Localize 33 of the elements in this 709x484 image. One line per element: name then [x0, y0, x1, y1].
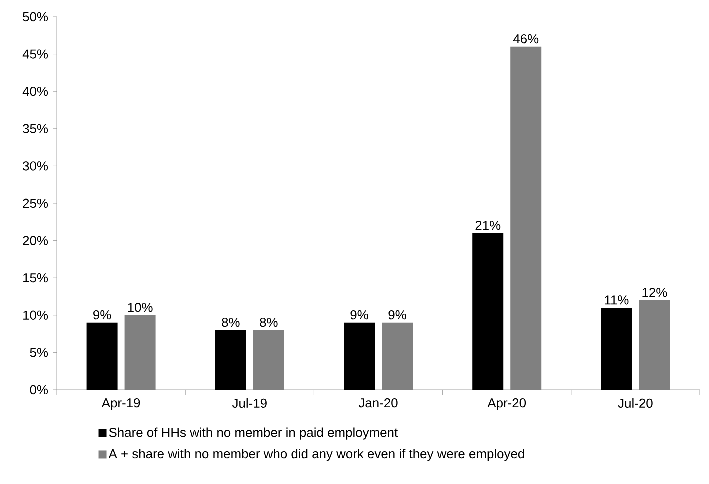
legend-label: A + share with no member who did any work even if they were employed [108, 449, 524, 462]
data-label: 10% [128, 303, 153, 312]
data-label: 8% [222, 318, 240, 328]
x-tick-label: Jan-20 [358, 398, 398, 408]
data-label: 11% [605, 296, 629, 305]
data-label: 9% [94, 310, 112, 320]
legend-label: Share of HHs with no member in paid employment [109, 428, 398, 440]
y-tick-label: 50% [23, 12, 48, 22]
y-tick-label: 20% [23, 236, 48, 246]
y-tick-label: 15% [24, 274, 48, 283]
bar [215, 330, 246, 390]
y-tick-label: 40% [22, 87, 48, 96]
data-label: 46% [513, 34, 539, 44]
x-tick-label: Apr-19 [102, 398, 140, 410]
y-tick-label: 10% [24, 310, 48, 320]
bar [601, 308, 632, 390]
data-label: 12% [642, 288, 668, 298]
y-tick-label: 5% [30, 348, 48, 358]
x-tick-label: Jul-20 [618, 398, 653, 408]
data-label: 21% [476, 221, 501, 230]
y-tick-label: 30% [23, 162, 48, 171]
y-tick-label: 25% [23, 198, 48, 208]
x-tick-label: Jul-19 [232, 398, 267, 408]
data-label: 8% [260, 318, 278, 328]
bar [86, 322, 118, 390]
x-tick-label: Apr-20 [488, 398, 526, 410]
y-tick-label: 35% [23, 124, 48, 134]
bar [344, 322, 376, 390]
y-tick-label: 45% [22, 50, 48, 59]
data-label: 9% [350, 310, 368, 320]
bar [472, 233, 504, 390]
y-tick-label: 0% [30, 385, 48, 395]
data-label: 9% [388, 310, 406, 320]
